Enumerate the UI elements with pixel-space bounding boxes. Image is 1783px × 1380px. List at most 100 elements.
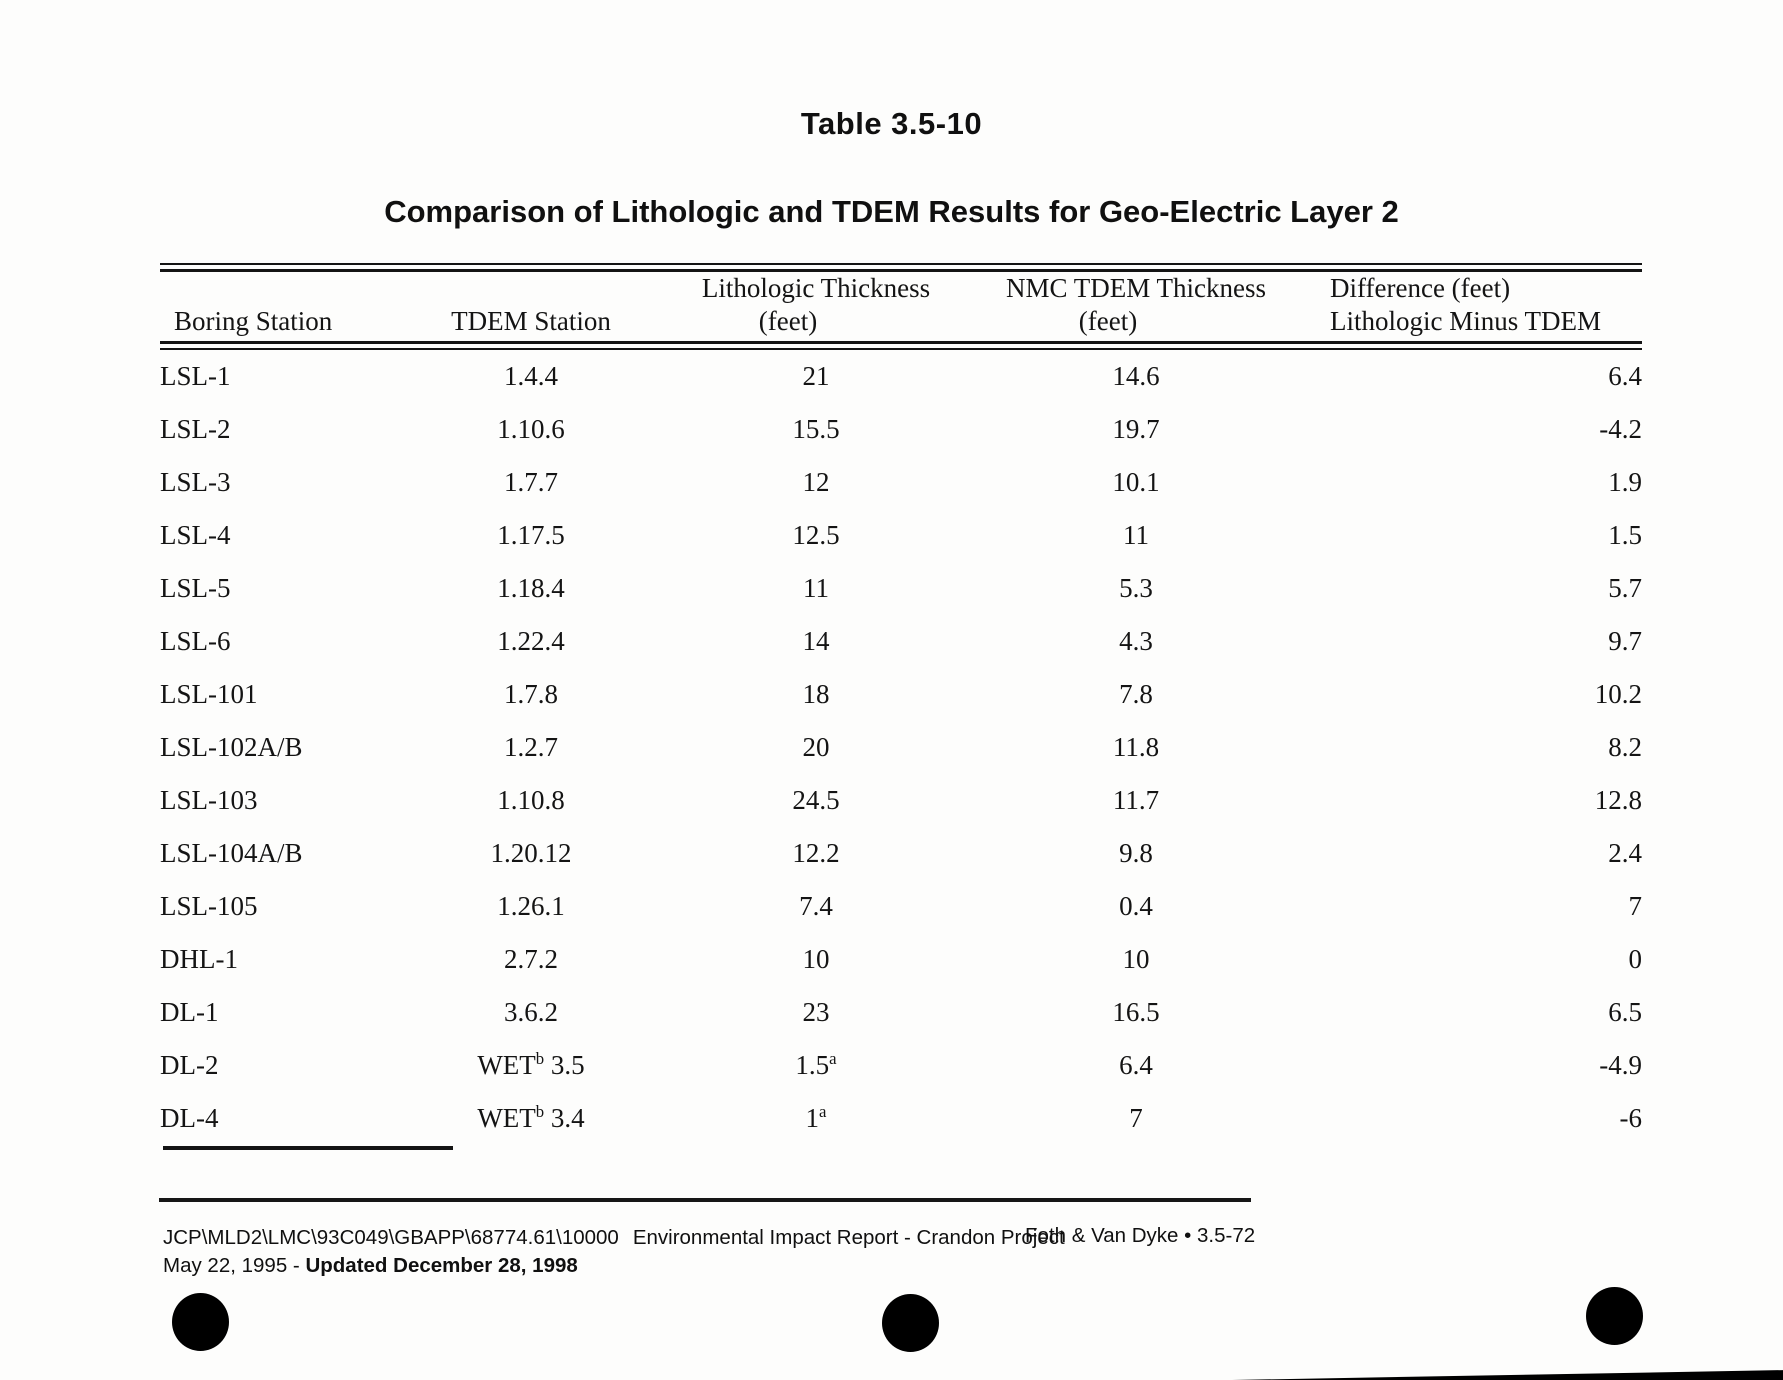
table-row: DL-2 WETb 3.5 1.5a 6.4 -4.9 xyxy=(160,1039,1642,1092)
table-cell: 6.5 xyxy=(1608,997,1642,1027)
table-cell: 11.8 xyxy=(1112,732,1160,762)
table-cell: DL-2 xyxy=(160,1050,219,1080)
table-cell: 9.7 xyxy=(1608,626,1642,656)
table-cell: 2.7.2 xyxy=(504,944,558,974)
table-cell: 10 xyxy=(802,944,830,974)
table-cell: 1.22.4 xyxy=(497,626,565,656)
table-cell: DHL-1 xyxy=(160,944,238,974)
table-cell: 6.4 xyxy=(1119,1050,1153,1080)
table-cell: 0.4 xyxy=(1119,891,1153,921)
table-top-rule xyxy=(160,263,1642,272)
table-cell: 1.5 xyxy=(1608,520,1642,550)
footer-line-1: JCP\MLD2\LMC\93C049\GBAPP\68774.61\10000… xyxy=(163,1224,1163,1252)
table-cell: LSL-105 xyxy=(160,891,258,921)
footer-updated-date: Updated December 28, 1998 xyxy=(305,1254,578,1277)
column-header-label: Difference (feet) xyxy=(1330,273,1511,303)
table-row: LSL-2 1.10.6 15.5 19.7 -4.2 xyxy=(160,403,1642,456)
table-cell: -4.2 xyxy=(1599,414,1642,444)
table-header-rule xyxy=(160,341,1642,350)
table-row: LSL-101 1.7.8 18 7.8 10.2 xyxy=(160,668,1642,721)
table-cell: WETb 3.5 xyxy=(477,1049,585,1080)
table-cell: 10 xyxy=(1122,944,1150,974)
table-cell: DL-4 xyxy=(160,1103,219,1133)
table-cell: 2.4 xyxy=(1608,838,1642,868)
table-cell: 10.2 xyxy=(1594,679,1642,709)
column-header-difference: Difference (feet) Lithologic Minus TDEM xyxy=(1296,272,1642,341)
table-cell: -6 xyxy=(1619,1103,1643,1133)
table-cell: 1.9 xyxy=(1608,467,1642,497)
column-header-lithologic-thickness: Lithologic Thickness (feet) xyxy=(656,272,976,341)
table-cell: LSL-5 xyxy=(160,573,231,603)
table-cell: 1.18.4 xyxy=(497,573,565,603)
table-cell: DL-1 xyxy=(160,997,219,1027)
table-cell: 5.7 xyxy=(1608,573,1642,603)
table-cell: 15.5 xyxy=(792,414,840,444)
table-row: LSL-4 1.17.5 12.5 11 1.5 xyxy=(160,509,1642,562)
footer-page-ref: Foth & Van Dyke • 3.5-72 xyxy=(1025,1224,1256,1247)
table-cell: 1.4.4 xyxy=(504,361,558,391)
table-cell: 1.2.7 xyxy=(504,732,558,762)
table-cell: LSL-6 xyxy=(160,626,231,656)
table-cell: LSL-102A/B xyxy=(160,732,303,762)
table-cell: 11 xyxy=(803,573,829,603)
table-cell: 1.26.1 xyxy=(497,891,565,921)
footer-line-2: May 22, 1995 - Updated December 28, 1998 xyxy=(163,1252,1163,1280)
table-cell: 4.3 xyxy=(1119,626,1153,656)
table-cell: 12.8 xyxy=(1594,785,1642,815)
scan-edge-shadow xyxy=(1232,1370,1783,1380)
table-cell: 3.6.2 xyxy=(504,997,558,1027)
column-header-label: Lithologic Thickness xyxy=(701,273,931,303)
table-cell: 20 xyxy=(802,732,830,762)
table-cell: 12 xyxy=(802,467,830,497)
punch-hole-mark-left xyxy=(172,1293,229,1351)
table-cell: 8.2 xyxy=(1608,732,1642,762)
table-cell: 1.7.8 xyxy=(504,679,558,709)
footer-doc-title: Environmental Impact Report - Crandon Pr… xyxy=(632,1226,1065,1249)
table-row: LSL-104A/B 1.20.12 12.2 9.8 2.4 xyxy=(160,827,1642,880)
footer-block: JCP\MLD2\LMC\93C049\GBAPP\68774.61\10000… xyxy=(163,1224,1163,1280)
table-row: DL-1 3.6.2 23 16.5 6.5 xyxy=(160,986,1642,1039)
table-header-row: Boring Station TDEM Station Lithologic T… xyxy=(160,272,1642,341)
table-cell: 24.5 xyxy=(792,785,840,815)
column-header-label: NMC TDEM Thickness xyxy=(1005,273,1266,303)
table-cell: 1a xyxy=(805,1102,827,1133)
table-cell: 1.10.6 xyxy=(497,414,565,444)
table-cell: LSL-3 xyxy=(160,467,231,497)
table-cell: LSL-4 xyxy=(160,520,231,550)
table-cell: 7 xyxy=(1129,1103,1143,1133)
table-cell: LSL-103 xyxy=(160,785,258,815)
table-row: DHL-1 2.7.2 10 10 0 xyxy=(160,933,1642,986)
column-header-label: TDEM Station xyxy=(451,306,611,336)
table-cell: 23 xyxy=(802,997,830,1027)
table-cell: 6.4 xyxy=(1608,361,1642,391)
table-cell: 1.20.12 xyxy=(490,838,572,868)
table-cell: LSL-101 xyxy=(160,679,258,709)
table-cell: 19.7 xyxy=(1112,414,1160,444)
table-body: LSL-1 1.4.4 21 14.6 6.4 LSL-2 1.10.6 15.5 19.7 -4… xyxy=(160,350,1642,1145)
table-cell: WETb 3.4 xyxy=(477,1102,585,1133)
comparison-table: Boring Station TDEM Station Lithologic T… xyxy=(160,263,1642,1150)
table-title-heading: Comparison of Lithologic and TDEM Result… xyxy=(384,194,1399,229)
table-cell: 5.3 xyxy=(1119,573,1153,603)
footer-date: May 22, 1995 - xyxy=(163,1254,306,1277)
table-row: LSL-105 1.26.1 7.4 0.4 7 xyxy=(160,880,1642,933)
table-cell: 21 xyxy=(802,361,830,391)
column-header-nmc-tdem-thickness: NMC TDEM Thickness (feet) xyxy=(976,272,1296,341)
table-cell: 7.8 xyxy=(1119,679,1153,709)
punch-hole-mark-center xyxy=(882,1294,939,1352)
footer-rule xyxy=(159,1198,1251,1202)
column-header-boring-station: Boring Station xyxy=(160,272,406,341)
column-header-label-line2: Lithologic Minus TDEM xyxy=(1330,306,1602,336)
table-cell: 18 xyxy=(802,679,830,709)
table-cell: 10.1 xyxy=(1112,467,1160,497)
table-cell: LSL-104A/B xyxy=(160,838,303,868)
column-header-label: Boring Station xyxy=(174,306,333,336)
column-header-units: (feet) xyxy=(758,306,818,336)
table-cell: 14 xyxy=(802,626,830,656)
table-cell: 9.8 xyxy=(1119,838,1153,868)
table-cell: LSL-1 xyxy=(160,361,231,391)
table-cell: 12.2 xyxy=(792,838,840,868)
table-row: DL-4 WETb 3.4 1a 7 -6 xyxy=(160,1092,1642,1145)
table-cell: 7.4 xyxy=(799,891,833,921)
table-row: LSL-103 1.10.8 24.5 11.7 12.8 xyxy=(160,774,1642,827)
